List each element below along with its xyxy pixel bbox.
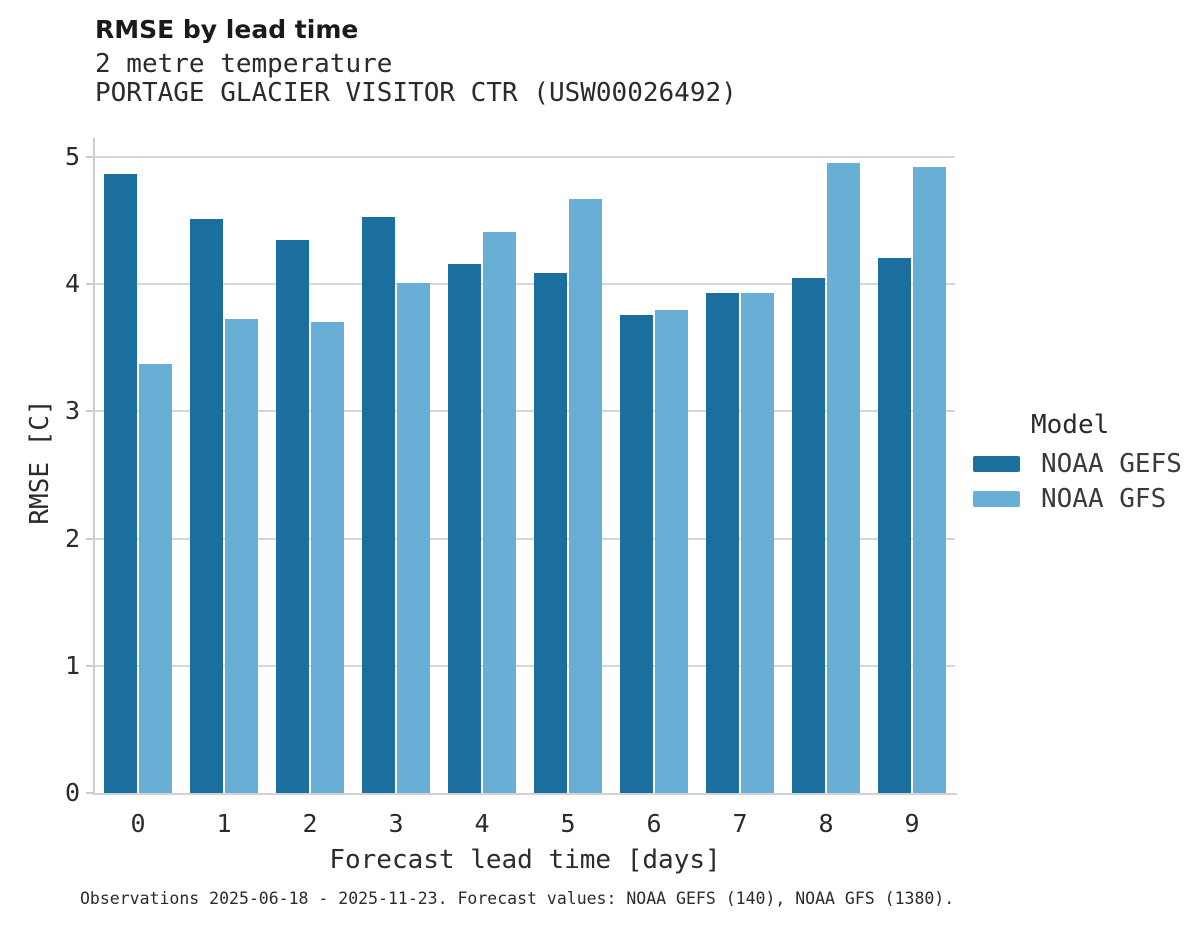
plot-area xyxy=(95,138,955,793)
legend-entry-noaa-gefs: NOAA GEFS xyxy=(973,448,1195,480)
legend-swatch-noaa-gefs xyxy=(973,456,1020,472)
x-axis-tick-label-7: 7 xyxy=(732,809,748,838)
bar-noaa-gefs-lead-9 xyxy=(878,257,911,793)
x-axis-tick-label-8: 8 xyxy=(818,809,834,838)
y-axis-tick-label-0: 0 xyxy=(64,778,80,807)
bar-noaa-gfs-lead-4 xyxy=(483,232,516,793)
bar-noaa-gfs-lead-0 xyxy=(139,364,172,793)
gridline-y-4 xyxy=(95,283,955,286)
bar-group-lead-8 xyxy=(783,138,869,793)
bar-noaa-gefs-lead-5 xyxy=(534,272,567,793)
bar-group-lead-0 xyxy=(95,138,181,793)
bar-noaa-gefs-lead-8 xyxy=(792,277,825,793)
legend-swatch-noaa-gfs xyxy=(973,491,1020,507)
x-axis-spine xyxy=(93,793,957,795)
bar-noaa-gfs-lead-9 xyxy=(913,167,946,793)
x-axis-tick-label-0: 0 xyxy=(130,809,146,838)
legend-title: Model xyxy=(1031,410,1110,440)
bar-noaa-gfs-lead-6 xyxy=(655,309,688,793)
chart-subtitle: 2 metre temperature PORTAGE GLACIER VISIT… xyxy=(95,50,737,108)
bar-noaa-gefs-lead-4 xyxy=(448,263,481,793)
y-tick-mark-2 xyxy=(86,537,93,540)
y-axis-tick-label-5: 5 xyxy=(64,142,80,172)
legend-label-noaa-gefs: NOAA GEFS xyxy=(1041,449,1182,479)
bar-group-lead-5 xyxy=(525,138,611,793)
y-axis-tick-label-3: 3 xyxy=(64,396,80,426)
x-axis-tick-label-2: 2 xyxy=(302,809,318,838)
x-axis-tick-label-5: 5 xyxy=(560,809,576,838)
y-axis-tick-label-1: 1 xyxy=(64,650,80,680)
gridline-y-2 xyxy=(95,537,955,540)
gridline-y-5 xyxy=(95,156,955,159)
x-axis-tick-label-1: 1 xyxy=(216,809,232,838)
x-axis-title: Forecast lead time [days] xyxy=(329,845,721,875)
y-tick-mark-5 xyxy=(86,156,93,159)
y-axis-tick-label-2: 2 xyxy=(64,523,80,553)
bar-noaa-gfs-lead-8 xyxy=(827,163,860,793)
bar-noaa-gefs-lead-3 xyxy=(362,216,395,793)
bar-noaa-gfs-lead-5 xyxy=(569,199,602,793)
bar-noaa-gfs-lead-1 xyxy=(225,318,258,793)
legend: Model NOAA GEFS NOAA GFS xyxy=(973,410,1195,518)
bar-noaa-gefs-lead-6 xyxy=(620,314,653,793)
x-axis-tick-label-6: 6 xyxy=(646,809,662,838)
y-tick-mark-3 xyxy=(86,410,93,413)
subtitle-variable: 2 metre temperature xyxy=(95,49,393,79)
x-axis-tick-label-9: 9 xyxy=(904,809,920,838)
gridline-y-1 xyxy=(95,664,955,667)
y-axis-spine xyxy=(93,138,95,795)
bar-group-lead-4 xyxy=(439,138,525,793)
x-axis-tick-label-4: 4 xyxy=(474,809,490,838)
subtitle-station: PORTAGE GLACIER VISITOR CTR (USW00026492… xyxy=(95,78,737,108)
bar-noaa-gefs-lead-0 xyxy=(104,173,137,793)
x-axis-tick-label-3: 3 xyxy=(388,809,404,838)
chart-title: RMSE by lead time xyxy=(95,15,359,44)
bar-noaa-gefs-lead-2 xyxy=(276,239,309,793)
y-tick-mark-0 xyxy=(86,792,93,794)
legend-label-noaa-gfs: NOAA GFS xyxy=(1041,484,1167,514)
footnote: Observations 2025-06-18 - 2025-11-23. Fo… xyxy=(80,889,955,908)
bar-noaa-gefs-lead-1 xyxy=(190,219,223,793)
gridline-y-3 xyxy=(95,410,955,413)
bar-noaa-gefs-lead-7 xyxy=(706,293,739,793)
y-tick-mark-1 xyxy=(86,664,93,667)
bar-group-lead-9 xyxy=(869,138,955,793)
legend-entry-noaa-gfs: NOAA GFS xyxy=(973,483,1195,515)
bar-group-lead-6 xyxy=(611,138,697,793)
bar-group-lead-3 xyxy=(353,138,439,793)
y-tick-mark-4 xyxy=(86,283,93,286)
bar-group-lead-7 xyxy=(697,138,783,793)
bar-group-lead-1 xyxy=(181,138,267,793)
bar-noaa-gfs-lead-2 xyxy=(311,322,344,793)
y-axis-tick-label-4: 4 xyxy=(64,269,80,299)
bar-noaa-gfs-lead-7 xyxy=(741,293,774,793)
bar-noaa-gfs-lead-3 xyxy=(397,283,430,793)
bar-group-lead-2 xyxy=(267,138,353,793)
y-axis-title: RMSE [C] xyxy=(25,399,55,525)
